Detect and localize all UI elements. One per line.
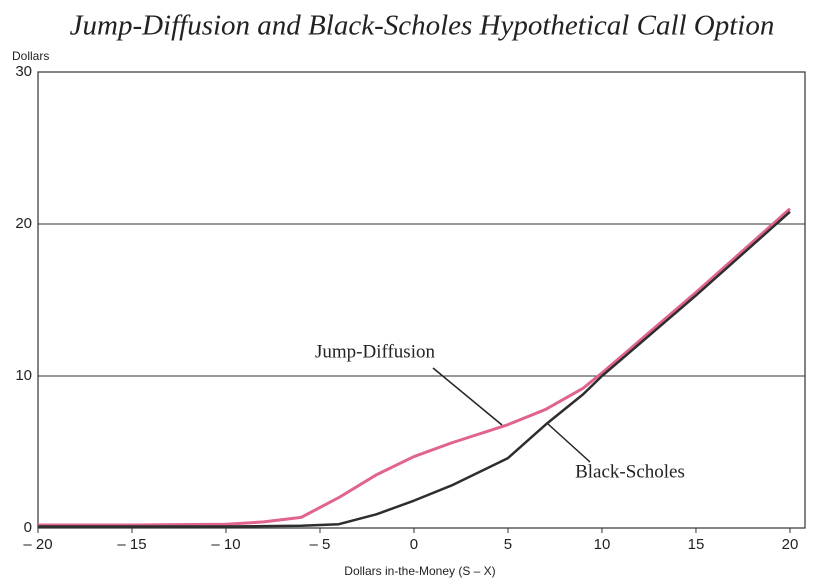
x-axis-label: Dollars in-the-Money (S – X): [344, 564, 495, 578]
line-series: [38, 210, 791, 528]
series-label: Black-Scholes: [575, 461, 685, 482]
y-tick-label: 10: [15, 367, 32, 384]
leader-line: [432, 367, 503, 426]
x-tick-label: 15: [688, 536, 705, 553]
x-tick-label: 10: [594, 536, 611, 553]
x-tick-label: – 20: [23, 536, 52, 553]
x-tick-label: – 15: [117, 536, 146, 553]
x-tick-label: 20: [782, 536, 799, 553]
x-tick-label: 5: [504, 536, 512, 553]
line-series: [38, 207, 791, 527]
leader-line: [547, 423, 591, 463]
series-label: Jump-Diffusion: [315, 341, 435, 362]
chart-title: Jump-Diffusion and Black-Scholes Hypothe…: [70, 10, 775, 42]
x-tick-label: – 10: [211, 536, 240, 553]
y-tick-label: 30: [15, 63, 32, 80]
y-axis-label: Dollars: [12, 49, 49, 63]
y-tick-label: 20: [15, 215, 32, 232]
y-tick-label: 0: [24, 519, 32, 536]
x-tick-label: – 5: [310, 536, 331, 553]
x-tick-label: 0: [410, 536, 418, 553]
